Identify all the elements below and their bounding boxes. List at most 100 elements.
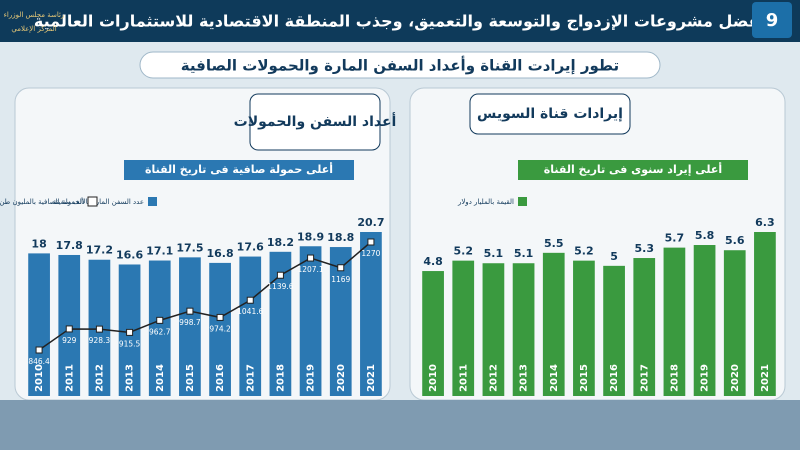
footer-photo <box>0 400 800 450</box>
logo-top: رئاسة مجلس الوزراء <box>4 11 65 19</box>
bar <box>148 260 171 396</box>
bar <box>663 247 686 396</box>
value-label: 16.6 <box>116 248 143 261</box>
chart-title-box <box>469 93 631 135</box>
line-value-label: 846.4 <box>28 357 50 366</box>
page-number: 9 <box>766 10 779 31</box>
value-label: 5.5 <box>544 237 564 250</box>
x-tick-label: 2020 <box>730 364 741 392</box>
x-tick-label: 2011 <box>64 364 75 392</box>
annotation-box <box>518 160 748 180</box>
bar <box>422 271 444 396</box>
line-marker <box>35 346 43 354</box>
x-tick-label: 2014 <box>549 364 560 392</box>
line-value-label: 1270 <box>361 249 380 258</box>
line-marker <box>126 328 134 336</box>
x-tick-label: 2018 <box>275 364 286 392</box>
x-tick-label: 2017 <box>639 364 650 392</box>
bar <box>754 232 776 396</box>
line-marker <box>216 313 224 321</box>
legend-label: القيمة بالمليار دولار <box>457 198 514 206</box>
bar <box>542 252 565 396</box>
line-marker <box>276 271 284 279</box>
value-label: 4.8 <box>423 255 443 268</box>
value-label: 20.7 <box>357 216 384 229</box>
value-label: 18.9 <box>297 230 324 243</box>
x-tick-label: 2010 <box>34 364 45 392</box>
bar <box>693 245 716 396</box>
line-value-label: 929 <box>62 336 77 345</box>
bar <box>482 263 505 396</box>
x-tick-label: 2021 <box>760 364 771 392</box>
x-tick-label: 2012 <box>488 364 499 392</box>
bar <box>512 263 535 396</box>
bar <box>633 258 656 396</box>
value-label: 17.2 <box>86 244 113 257</box>
value-label: 17.5 <box>176 241 203 254</box>
x-tick-label: 2019 <box>306 364 317 392</box>
value-label: 5 <box>610 250 618 263</box>
x-tick-label: 2021 <box>366 364 377 392</box>
bar <box>329 247 352 396</box>
bar <box>452 260 475 396</box>
line-marker <box>337 264 345 272</box>
line-value-label: 1139.6 <box>267 282 293 291</box>
line-value-label: 1169 <box>331 275 350 284</box>
line-value-label: 915.5 <box>119 339 141 348</box>
bar <box>299 246 322 396</box>
value-label: 18 <box>31 237 46 250</box>
x-tick-label: 2013 <box>519 364 530 392</box>
x-tick-label: 2016 <box>609 364 620 392</box>
value-label: 5.2 <box>454 245 474 258</box>
bar <box>269 251 292 396</box>
legend-label: الحمولة الصافية بالمليون طن <box>0 198 84 206</box>
line-value-label: 974.2 <box>209 324 231 333</box>
header-band <box>0 0 800 42</box>
value-label: 6.3 <box>755 216 775 229</box>
value-label: 18.2 <box>267 236 294 249</box>
line-marker <box>307 254 315 262</box>
bar <box>723 250 746 396</box>
x-tick-label: 2012 <box>94 364 105 392</box>
value-label: 5.3 <box>635 242 655 255</box>
annotation: أعلى حمولة صافية فى تاريخ القناة <box>145 162 333 176</box>
value-label: 17.6 <box>237 241 264 254</box>
line-value-label: 998.7 <box>179 318 201 327</box>
chart-title: إيرادات قناة السويس <box>477 106 623 122</box>
line-marker <box>186 307 194 315</box>
line-marker <box>65 325 73 333</box>
line-value-label: 928.3 <box>89 336 111 345</box>
chart-title-box <box>249 93 381 151</box>
bar <box>179 257 201 396</box>
logo-bottom: المركز الإعلامي <box>11 25 56 33</box>
value-label: 5.1 <box>484 247 504 260</box>
subtitle: تطور إيرادت القناة وأعداد السفن المارة و… <box>181 56 619 75</box>
annotation-box <box>124 160 354 180</box>
legend-marker <box>87 196 98 207</box>
subtitle-banner <box>139 51 661 79</box>
value-label: 5.8 <box>695 229 715 242</box>
bar <box>209 262 231 396</box>
value-label: 17.1 <box>146 245 173 258</box>
bar <box>360 232 382 396</box>
value-label: 5.6 <box>725 234 745 247</box>
line <box>38 241 372 351</box>
legend-marker <box>148 197 157 206</box>
bar <box>573 260 595 396</box>
value-label: 17.8 <box>56 239 83 252</box>
x-tick-label: 2019 <box>700 364 711 392</box>
line-marker <box>156 316 164 324</box>
value-label: 5.2 <box>574 245 594 258</box>
header-title: بفضل مشروعات الإزدواج والتوسعة والتعميق،… <box>34 12 766 31</box>
x-tick-label: 2013 <box>125 364 136 392</box>
value-label: 5.1 <box>514 247 534 260</box>
line-value-label: 962.7 <box>149 327 171 336</box>
line-value-label: 1207.1 <box>297 265 323 274</box>
x-tick-label: 2010 <box>428 364 439 392</box>
x-tick-label: 2017 <box>245 364 256 392</box>
bar <box>239 256 262 396</box>
x-tick-label: 2015 <box>579 364 590 392</box>
value-label: 5.7 <box>665 232 685 245</box>
line-marker <box>246 296 254 304</box>
